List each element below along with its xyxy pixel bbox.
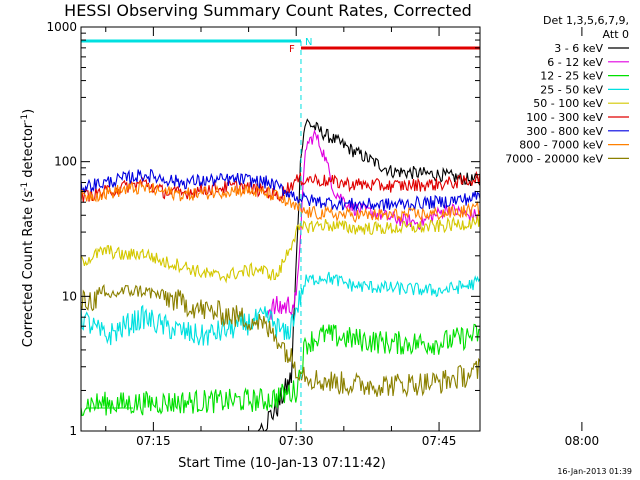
- series-line-12-25-kev: [81, 323, 480, 417]
- y-tick-label: 1: [69, 424, 77, 438]
- night-flag-label: N: [305, 37, 312, 48]
- plot-area: NF: [81, 37, 480, 431]
- series-line-800-7000-kev: [81, 180, 480, 223]
- x-tick-label: 07:45: [422, 434, 457, 448]
- legend-title-line2: Att 0: [603, 28, 629, 41]
- legend-label-25-50-kev: 25 - 50 keV: [540, 83, 603, 96]
- legend-label-7000-20000-kev: 7000 - 20000 keV: [505, 152, 603, 165]
- legend-label-800-7000-kev: 800 - 7000 keV: [519, 139, 603, 152]
- legend-label-300-800-kev: 300 - 800 keV: [526, 125, 603, 138]
- series-line-25-50-kev: [81, 271, 480, 346]
- series-line-300-800-kev: [81, 168, 480, 212]
- legend-title-line1: Det 1,3,5,6,7,9,: [543, 14, 629, 27]
- legend-label-100-300-kev: 100 - 300 keV: [526, 111, 603, 124]
- y-tick-label: 10: [62, 289, 77, 303]
- series-line-50-100-kev: [81, 213, 480, 284]
- x-tick-label: 08:00: [565, 434, 600, 448]
- chart-title: HESSI Observing Summary Count Rates, Cor…: [64, 1, 472, 20]
- legend-label-6-12-kev: 6 - 12 keV: [547, 56, 603, 69]
- series-line-6-12-kev: [267, 129, 480, 320]
- x-tick-label: 07:30: [279, 434, 314, 448]
- y-tick-label: 1000: [46, 20, 77, 34]
- flare-flag-label: F: [289, 44, 295, 55]
- legend-label-3-6-kev: 3 - 6 keV: [554, 42, 603, 55]
- x-tick-label: 07:15: [136, 434, 171, 448]
- y-axis-label: Corrected Count Rate (s-1 detector-1): [20, 109, 36, 347]
- legend-label-12-25-kev: 12 - 25 keV: [540, 70, 603, 83]
- y-tick-label: 100: [54, 155, 77, 169]
- legend-label-50-100-kev: 50 - 100 keV: [533, 97, 603, 110]
- footer-timestamp: 16-Jan-2013 01:39: [557, 467, 632, 476]
- plot-frame: [80, 26, 481, 432]
- axes: 110100100007:1507:3007:4508:0008:1508:30…: [46, 20, 600, 448]
- series-line-7000-20000-kev: [81, 283, 480, 398]
- x-axis-label: Start Time (10-Jan-13 07:11:42): [178, 456, 386, 471]
